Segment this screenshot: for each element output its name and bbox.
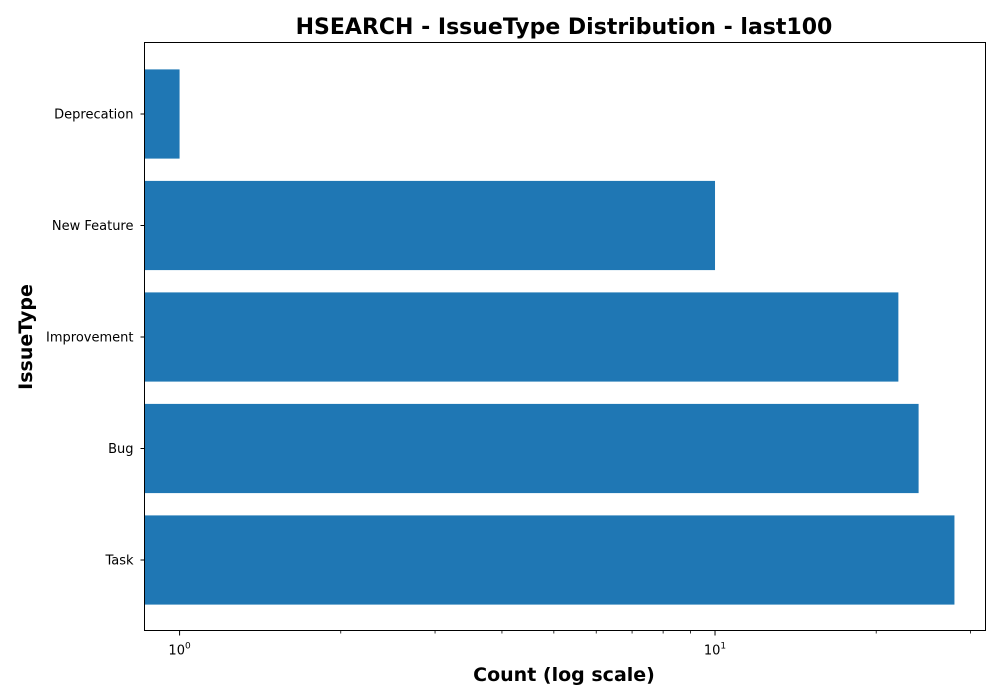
bars-group xyxy=(144,69,955,605)
bar-bug xyxy=(144,403,919,494)
y-axis-ticks: Task Bug Improvement New Feature Deprecation xyxy=(46,108,145,569)
y-axis-label: IssueType xyxy=(15,284,37,390)
y-tick-label: Task xyxy=(104,554,134,569)
x-tick-label: 100 xyxy=(168,642,191,659)
y-tick-label: Improvement xyxy=(46,331,133,346)
x-tick-label: 101 xyxy=(704,642,726,659)
chart-title: HSEARCH - IssueType Distribution - last1… xyxy=(296,15,833,40)
y-tick-label: Deprecation xyxy=(54,108,133,123)
bar-deprecation xyxy=(144,69,180,159)
x-axis-label: Count (log scale) xyxy=(473,664,655,686)
bar-new-feature xyxy=(144,180,716,271)
y-tick-label: New Feature xyxy=(52,219,134,234)
bar-task xyxy=(144,515,955,605)
y-tick-label: Bug xyxy=(108,442,133,457)
bar-improvement xyxy=(144,292,899,382)
x-axis-ticks: 100 101 xyxy=(168,630,971,659)
